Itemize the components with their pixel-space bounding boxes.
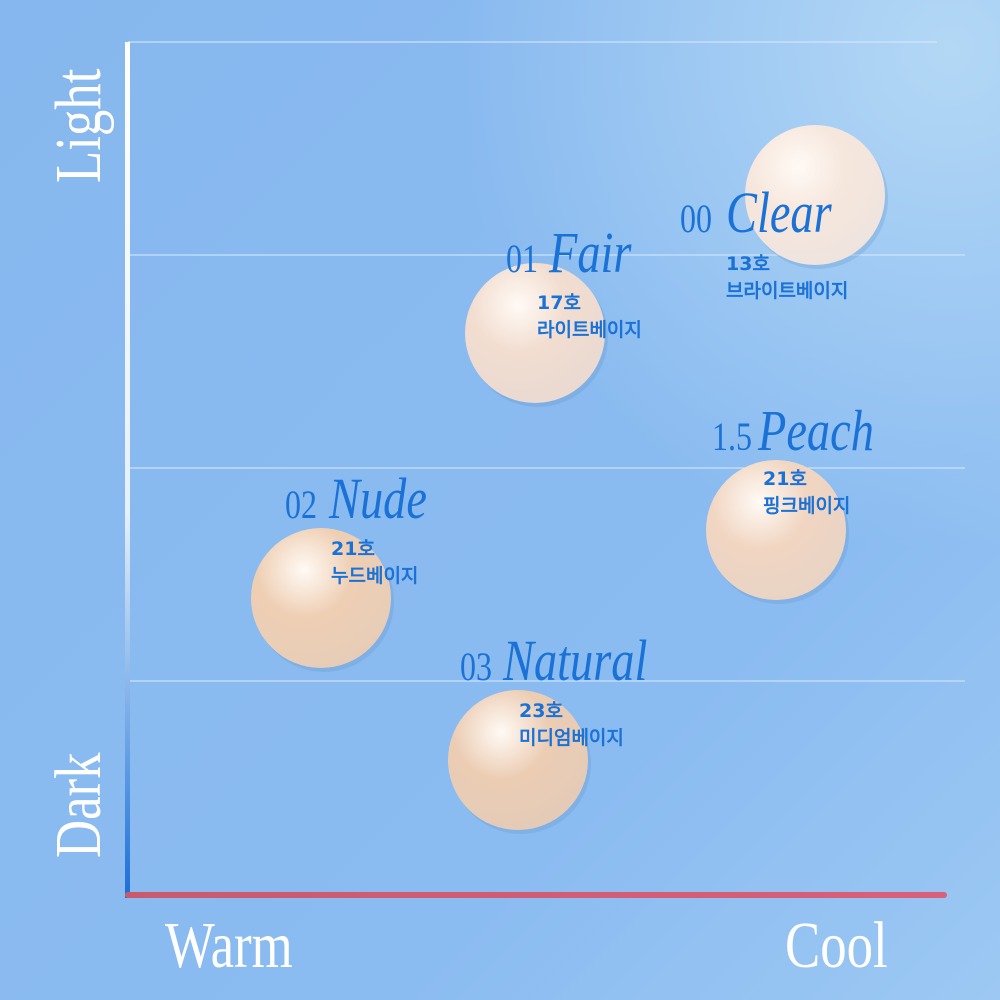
swatch xyxy=(706,460,846,600)
shade-tone: 미디엄베이지 xyxy=(519,727,624,749)
shade-number: 03 xyxy=(460,645,492,689)
horizontal-axis xyxy=(125,892,947,898)
shade-tone: 브라이트베이지 xyxy=(726,280,848,302)
swatch xyxy=(448,690,588,830)
axis-label-left: Warm xyxy=(165,908,293,981)
shade-number: 1.5 xyxy=(712,415,752,459)
shade-tone: 핑크베이지 xyxy=(763,495,850,517)
shade-code: 17호 xyxy=(537,292,581,314)
shade-code: 23호 xyxy=(519,700,563,722)
shade-name: Fair xyxy=(548,221,632,285)
vertical-axis xyxy=(125,42,130,898)
axis-label-top: Light xyxy=(41,68,114,183)
shade-number: 00 xyxy=(680,197,712,241)
swatch xyxy=(465,263,605,403)
shade-name: Nude xyxy=(328,467,427,531)
axis-label-bottom: Dark xyxy=(41,752,114,858)
shade-code: 13호 xyxy=(726,253,770,275)
swatch xyxy=(745,125,885,265)
shade-number: 02 xyxy=(285,483,317,527)
swatch xyxy=(251,528,391,668)
shade-name: Peach xyxy=(757,399,874,463)
shade-tone: 누드베이지 xyxy=(331,565,418,587)
shade-tone: 라이트베이지 xyxy=(537,319,642,341)
shade-name: Clear xyxy=(726,181,832,245)
shade-name: Natural xyxy=(502,629,647,693)
shade-code: 21호 xyxy=(763,468,807,490)
shade-code: 21호 xyxy=(331,538,375,560)
axis-label-right: Cool xyxy=(785,908,888,981)
shade-number: 01 xyxy=(506,237,538,281)
